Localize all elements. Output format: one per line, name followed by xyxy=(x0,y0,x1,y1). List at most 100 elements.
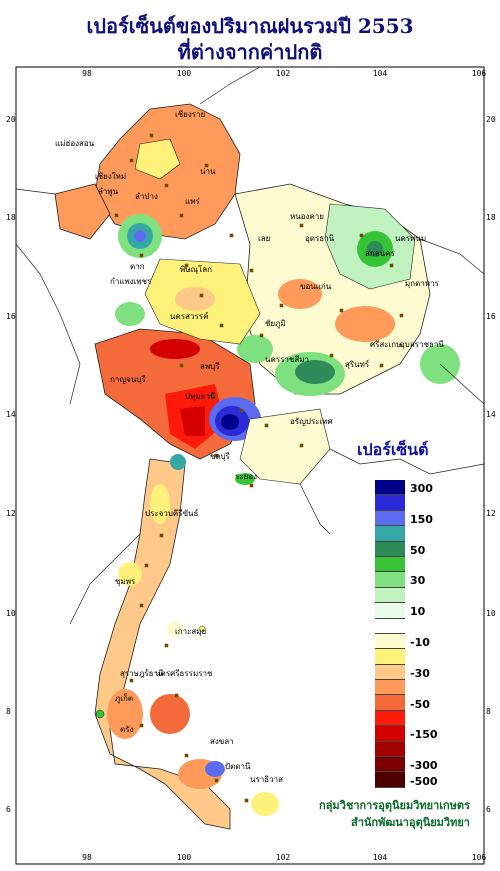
credit-line2: สำนักพัฒนาอุตุนิยมวิทยา xyxy=(351,816,470,829)
place-label: หนองคาย xyxy=(290,212,324,221)
lat-ticks-right: 20 18 16 14 12 10 8 6 xyxy=(486,115,496,814)
lon-tick-label: 104 xyxy=(373,69,388,78)
lat-tick-label: 16 xyxy=(486,312,496,321)
rainfall-map: 98 100 102 104 106 98 100 102 104 106 2018161412… xyxy=(6,66,496,865)
legend-swatch xyxy=(375,680,405,696)
legend-swatch xyxy=(375,772,405,788)
legend-label: -300 xyxy=(410,759,438,773)
station-marker xyxy=(259,333,264,338)
legend-swatch xyxy=(375,526,405,542)
station-marker xyxy=(279,303,284,308)
place-label: ระยอง xyxy=(235,472,257,481)
station-marker xyxy=(129,678,134,683)
station-marker xyxy=(159,533,164,538)
place-label: ลำปาง xyxy=(135,192,158,201)
place-label: ปัตตานี xyxy=(225,762,251,771)
place-label: เชียงราย xyxy=(175,110,205,119)
lon-tick-label: 102 xyxy=(276,69,291,78)
lat-tick-label: 12 xyxy=(6,509,16,518)
station-marker xyxy=(164,643,169,648)
lon-tick-label: 100 xyxy=(177,853,192,862)
station-marker xyxy=(214,453,219,458)
station-marker xyxy=(164,183,169,188)
place-label: ชลบุรี xyxy=(210,452,230,461)
station-marker xyxy=(249,483,254,488)
place-label: เชียงใหม่ xyxy=(95,172,126,181)
place-label: สุราษฎร์ธานี xyxy=(120,668,164,678)
lat-tick-label: 20 xyxy=(486,115,496,124)
lon-tick-label: 106 xyxy=(472,853,487,862)
station-marker xyxy=(379,363,384,368)
map-title-line1: เปอร์เซ็นต์ของปริมาณฝนรวมปี 2553 xyxy=(86,14,414,38)
lat-tick-label: 14 xyxy=(486,410,496,419)
station-marker xyxy=(399,313,404,318)
legend-swatch xyxy=(375,541,405,557)
place-label: สุรินทร์ xyxy=(345,359,370,369)
legend-swatch xyxy=(375,572,405,588)
legend-label: 50 xyxy=(410,543,426,557)
station-marker xyxy=(179,363,184,368)
legend-label: -10 xyxy=(410,636,430,649)
lat-tick-label: 18 xyxy=(486,213,496,222)
lat-tick-label: 14 xyxy=(6,410,16,419)
station-marker xyxy=(339,308,344,313)
station-marker xyxy=(184,263,189,268)
place-label: กาญจนบุรี xyxy=(110,375,146,384)
lat-tick-label: 10 xyxy=(6,609,16,618)
lat-tick-label: 16 xyxy=(6,312,16,321)
station-marker xyxy=(329,353,334,358)
station-marker xyxy=(244,798,249,803)
legend-label: -50 xyxy=(410,697,430,711)
place-label: ปทุมธานี xyxy=(185,392,216,401)
station-marker xyxy=(359,233,364,238)
place-label: อุดรธานี xyxy=(305,234,335,243)
legend-swatch xyxy=(375,633,405,650)
place-label: ภูเก็ต xyxy=(115,693,133,704)
station-marker xyxy=(214,778,219,783)
legend-swatch xyxy=(375,757,405,773)
lat-tick-label: 10 xyxy=(486,609,496,618)
place-label: นราธิวาส xyxy=(250,775,283,784)
place-label: ชุมพร xyxy=(115,577,136,586)
station-marker xyxy=(139,723,144,728)
station-marker xyxy=(239,408,244,413)
legend-title: เปอร์เซ็นต์ xyxy=(357,440,429,459)
legend-swatch xyxy=(375,649,405,665)
station-marker xyxy=(179,213,184,218)
legend-label: -30 xyxy=(410,666,430,680)
place-label: เกาะสมุย xyxy=(175,627,206,636)
legend-swatch xyxy=(375,480,405,496)
place-label: มุกดาหาร xyxy=(405,279,440,288)
legend-swatch xyxy=(375,664,405,681)
station-marker xyxy=(184,753,189,758)
place-label: พิษณุโลก xyxy=(180,264,212,274)
lat-tick-label: 18 xyxy=(6,213,16,222)
lon-tick-label: 106 xyxy=(472,69,487,78)
lat-tick-label: 6 xyxy=(6,805,11,814)
legend-swatch xyxy=(375,710,405,727)
station-marker xyxy=(209,393,214,398)
station-marker xyxy=(299,443,304,448)
place-label: นครราชสีมา xyxy=(265,355,309,364)
legend-swatch xyxy=(375,556,405,573)
lat-tick-label: 8 xyxy=(6,707,11,716)
legend-swatch xyxy=(375,603,405,619)
station-marker xyxy=(139,603,144,608)
legend-swatch xyxy=(375,587,405,604)
station-marker xyxy=(139,253,144,258)
station-marker xyxy=(149,133,154,138)
legend-label: 10 xyxy=(410,605,426,619)
place-label: อรัญประเทศ xyxy=(290,417,333,426)
station-marker xyxy=(229,233,234,238)
station-marker xyxy=(174,693,179,698)
lon-tick-label: 104 xyxy=(373,853,388,862)
legend-label: -500 xyxy=(410,774,438,788)
place-label: น่าน xyxy=(200,167,216,176)
lon-tick-label: 100 xyxy=(177,69,192,78)
station-marker xyxy=(204,163,209,168)
lat-ticks-left: 20 18 16 14 12 10 8 6 xyxy=(6,115,16,814)
station-marker xyxy=(264,423,269,428)
place-label: นครสวรรค์ xyxy=(170,311,208,321)
neighbor-borders xyxy=(15,66,485,625)
